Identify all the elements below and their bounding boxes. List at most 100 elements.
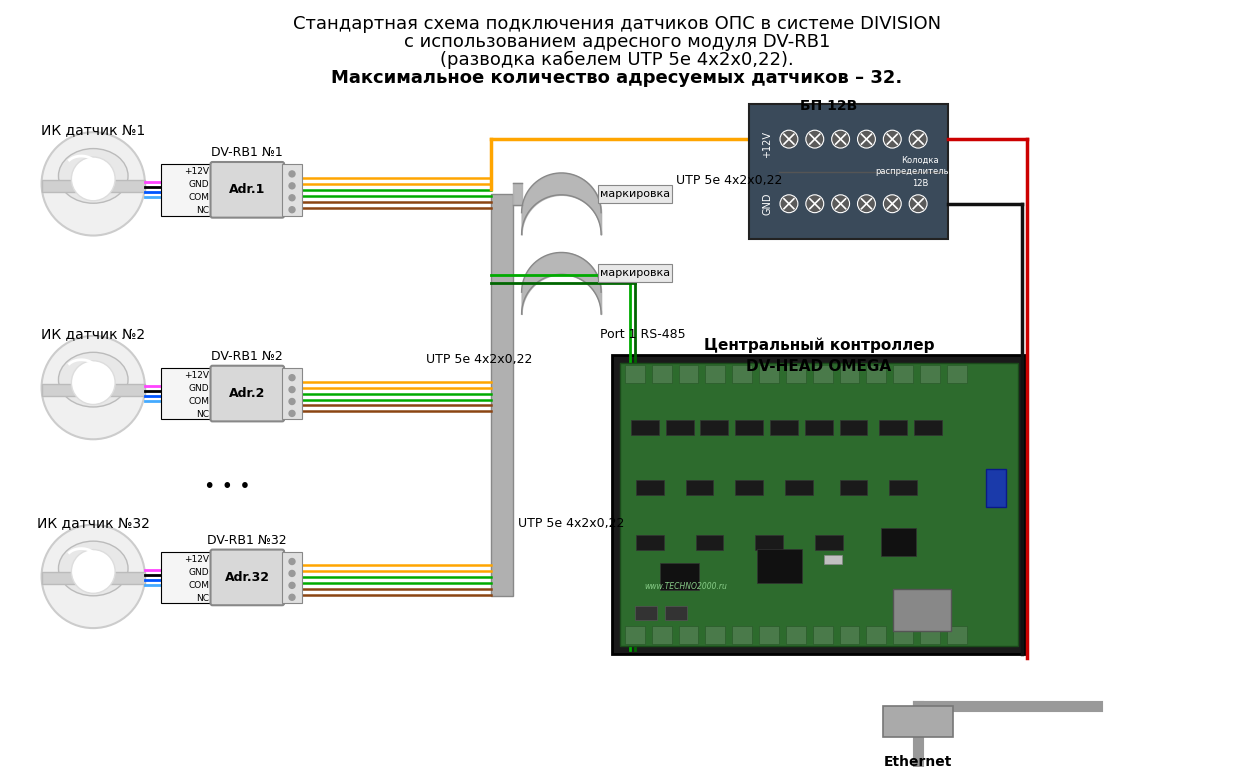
Bar (652, 626, 672, 644)
Circle shape (805, 130, 824, 148)
Circle shape (289, 594, 295, 601)
Bar (659, 563, 699, 591)
Text: БП 12В: БП 12В (800, 100, 857, 113)
Bar (893, 626, 913, 644)
Bar (840, 626, 860, 644)
Bar (635, 606, 657, 620)
FancyBboxPatch shape (210, 162, 284, 218)
Circle shape (857, 195, 876, 212)
FancyBboxPatch shape (598, 264, 672, 283)
Circle shape (831, 195, 850, 212)
Ellipse shape (58, 541, 128, 596)
Text: NC: NC (196, 410, 210, 419)
Bar (914, 421, 942, 435)
Circle shape (289, 558, 295, 564)
Bar (840, 364, 860, 383)
Text: NC: NC (196, 594, 210, 603)
Circle shape (289, 374, 295, 381)
Circle shape (72, 550, 115, 594)
Text: COM: COM (189, 581, 210, 590)
Bar (760, 626, 779, 644)
Circle shape (289, 582, 295, 588)
Circle shape (909, 130, 927, 148)
Ellipse shape (58, 148, 128, 203)
Bar (889, 480, 918, 495)
Bar (920, 626, 940, 644)
Bar (760, 364, 779, 383)
Bar (867, 364, 887, 383)
Text: DV-RB1 №1: DV-RB1 №1 (211, 146, 283, 159)
Bar (161, 551, 212, 603)
Bar (883, 706, 953, 737)
Bar (636, 535, 663, 550)
Bar (867, 626, 887, 644)
Circle shape (42, 132, 144, 235)
Bar (879, 421, 908, 435)
Text: UTP 5е 4х2х0,22: UTP 5е 4х2х0,22 (426, 353, 532, 366)
Bar (757, 549, 802, 584)
Bar (161, 164, 212, 215)
Text: с использованием адресного модуля DV-RB1: с использованием адресного модуля DV-RB1 (404, 32, 830, 51)
Bar (840, 480, 867, 495)
Bar (700, 421, 729, 435)
Text: +12V: +12V (184, 371, 210, 380)
Bar (882, 528, 916, 556)
Text: GND: GND (189, 568, 210, 577)
Circle shape (289, 398, 295, 405)
Text: Колодка
распределительная
12В: Колодка распределительная 12В (876, 157, 965, 188)
Bar (755, 535, 783, 550)
Text: DV-RB1 №2: DV-RB1 №2 (211, 350, 283, 363)
Bar (678, 626, 699, 644)
Bar (813, 626, 832, 644)
Circle shape (289, 195, 295, 201)
Bar (840, 421, 867, 435)
Bar (695, 535, 724, 550)
Text: маркировка: маркировка (600, 269, 669, 278)
Circle shape (289, 183, 295, 189)
Text: COM: COM (189, 193, 210, 202)
Bar (490, 194, 513, 596)
Text: COM: COM (189, 397, 210, 406)
Text: Adr.2: Adr.2 (230, 387, 266, 400)
Bar (636, 480, 663, 495)
Circle shape (289, 571, 295, 577)
Text: ИК датчик №32: ИК датчик №32 (37, 516, 149, 531)
Bar (986, 469, 1005, 507)
Text: ИК датчик №1: ИК датчик №1 (41, 124, 146, 138)
Bar (785, 626, 805, 644)
Bar (947, 364, 967, 383)
Bar (678, 364, 699, 383)
Circle shape (289, 171, 295, 177)
Bar (625, 626, 645, 644)
Bar (785, 364, 805, 383)
Bar (893, 589, 951, 631)
Text: UTP 5е 4х2х0,22: UTP 5е 4х2х0,22 (517, 516, 624, 530)
Circle shape (781, 130, 798, 148)
Circle shape (72, 361, 115, 405)
Bar (815, 535, 842, 550)
Bar (735, 480, 763, 495)
Bar (282, 367, 303, 419)
Bar (282, 164, 303, 215)
Text: Ethernet: Ethernet (884, 755, 952, 770)
Circle shape (289, 207, 295, 212)
Text: Максимальное количество адресуемых датчиков – 32.: Максимальное количество адресуемых датчи… (331, 69, 903, 86)
Bar (750, 104, 948, 239)
Bar (735, 421, 763, 435)
Text: Port 1 RS-485: Port 1 RS-485 (600, 328, 685, 341)
Bar (613, 355, 1025, 654)
Bar (813, 364, 832, 383)
Bar (893, 364, 913, 383)
Circle shape (42, 336, 144, 439)
Bar (42, 573, 144, 584)
Circle shape (909, 195, 927, 212)
Text: +12V: +12V (184, 168, 210, 177)
Text: +12V: +12V (184, 555, 210, 564)
Bar (620, 363, 1018, 646)
Bar (42, 384, 144, 395)
Circle shape (289, 411, 295, 416)
FancyBboxPatch shape (598, 185, 672, 203)
Bar (705, 364, 725, 383)
Text: GND: GND (189, 181, 210, 189)
Text: GND: GND (189, 384, 210, 393)
